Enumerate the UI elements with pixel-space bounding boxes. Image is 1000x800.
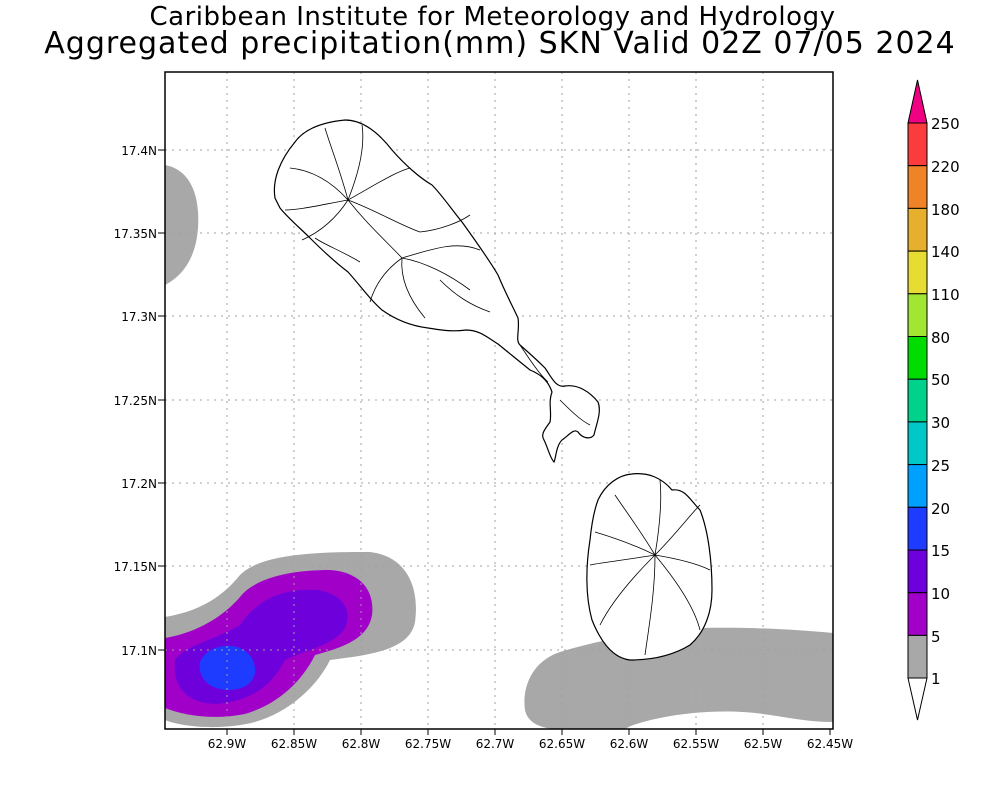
precip-area-southeast-edge (625, 711, 833, 729)
colorbar-segment (907, 207, 928, 252)
colorbar-segment (907, 592, 928, 636)
colorbar-label: 30 (931, 414, 950, 432)
colorbar-label: 110 (931, 286, 960, 304)
colorbar-segment (907, 165, 928, 209)
colorbar-label: 15 (931, 542, 950, 560)
colorbar-label: 140 (931, 243, 960, 261)
colorbar-label: 1 (931, 670, 941, 688)
colorbar-segment (907, 336, 928, 380)
longitude-axis: 62.9W 62.85W 62.8W 62.75W 62.7W 62.65W 6… (208, 729, 853, 751)
lat-tick-label: 17.35N (114, 227, 157, 241)
precip-colorbar (907, 79, 928, 721)
colorbar-label: 25 (931, 457, 950, 475)
colorbar-label: 10 (931, 585, 950, 603)
colorbar-label: 180 (931, 201, 960, 219)
lon-tick-label: 62.7W (476, 737, 515, 751)
lon-tick-label: 62.5W (744, 737, 783, 751)
map-title: Caribbean Institute for Meteorology and … (149, 2, 836, 32)
lat-tick-label: 17.15N (114, 560, 157, 574)
lat-tick-label: 17.4N (121, 144, 157, 158)
colorbar-label: 20 (931, 500, 950, 518)
colorbar-label: 250 (931, 115, 960, 133)
colorbar-segment (907, 549, 928, 594)
lon-tick-label: 62.6W (610, 737, 649, 751)
lat-tick-label: 17.1N (121, 644, 157, 658)
colorbar-label: 220 (931, 158, 960, 176)
island-nevis (586, 473, 713, 661)
lat-tick-label: 17.2N (121, 477, 157, 491)
colorbar-segment (907, 464, 928, 508)
colorbar-arrow-top (907, 79, 928, 124)
island-st-kitts (273, 119, 600, 464)
colorbar-segment (907, 122, 928, 167)
lon-tick-label: 62.65W (539, 737, 585, 751)
precip-area-west-edge (165, 165, 199, 285)
lon-tick-label: 62.9W (208, 737, 247, 751)
lat-tick-label: 17.3N (121, 310, 157, 324)
colorbar-segment (907, 421, 928, 466)
colorbar-label: 80 (931, 329, 950, 347)
colorbar-segment (907, 250, 928, 295)
lon-tick-label: 62.45W (807, 737, 853, 751)
precipitation-field (165, 165, 833, 730)
lon-tick-label: 62.85W (271, 737, 317, 751)
colorbar-labels: 250 220 180 140 110 80 50 30 25 20 15 10… (931, 115, 960, 688)
latitude-axis: 17.4N 17.35N 17.3N 17.25N 17.2N 17.15N 1… (114, 144, 165, 658)
lon-tick-label: 62.8W (342, 737, 381, 751)
lon-tick-label: 62.75W (405, 737, 451, 751)
colorbar-segment (907, 506, 928, 551)
lat-tick-label: 17.25N (114, 394, 157, 408)
colorbar-label: 5 (931, 628, 941, 646)
colorbar-label: 50 (931, 371, 950, 389)
colorbar-arrow-bottom (907, 677, 928, 721)
colorbar-segment (907, 634, 928, 679)
colorbar-segment (907, 378, 928, 423)
colorbar-segment (907, 293, 928, 337)
map-subtitle: Aggregated precipitation(mm) SKN Valid 0… (44, 26, 956, 61)
precip-area-southeast (524, 627, 833, 730)
lon-tick-label: 62.55W (673, 737, 719, 751)
